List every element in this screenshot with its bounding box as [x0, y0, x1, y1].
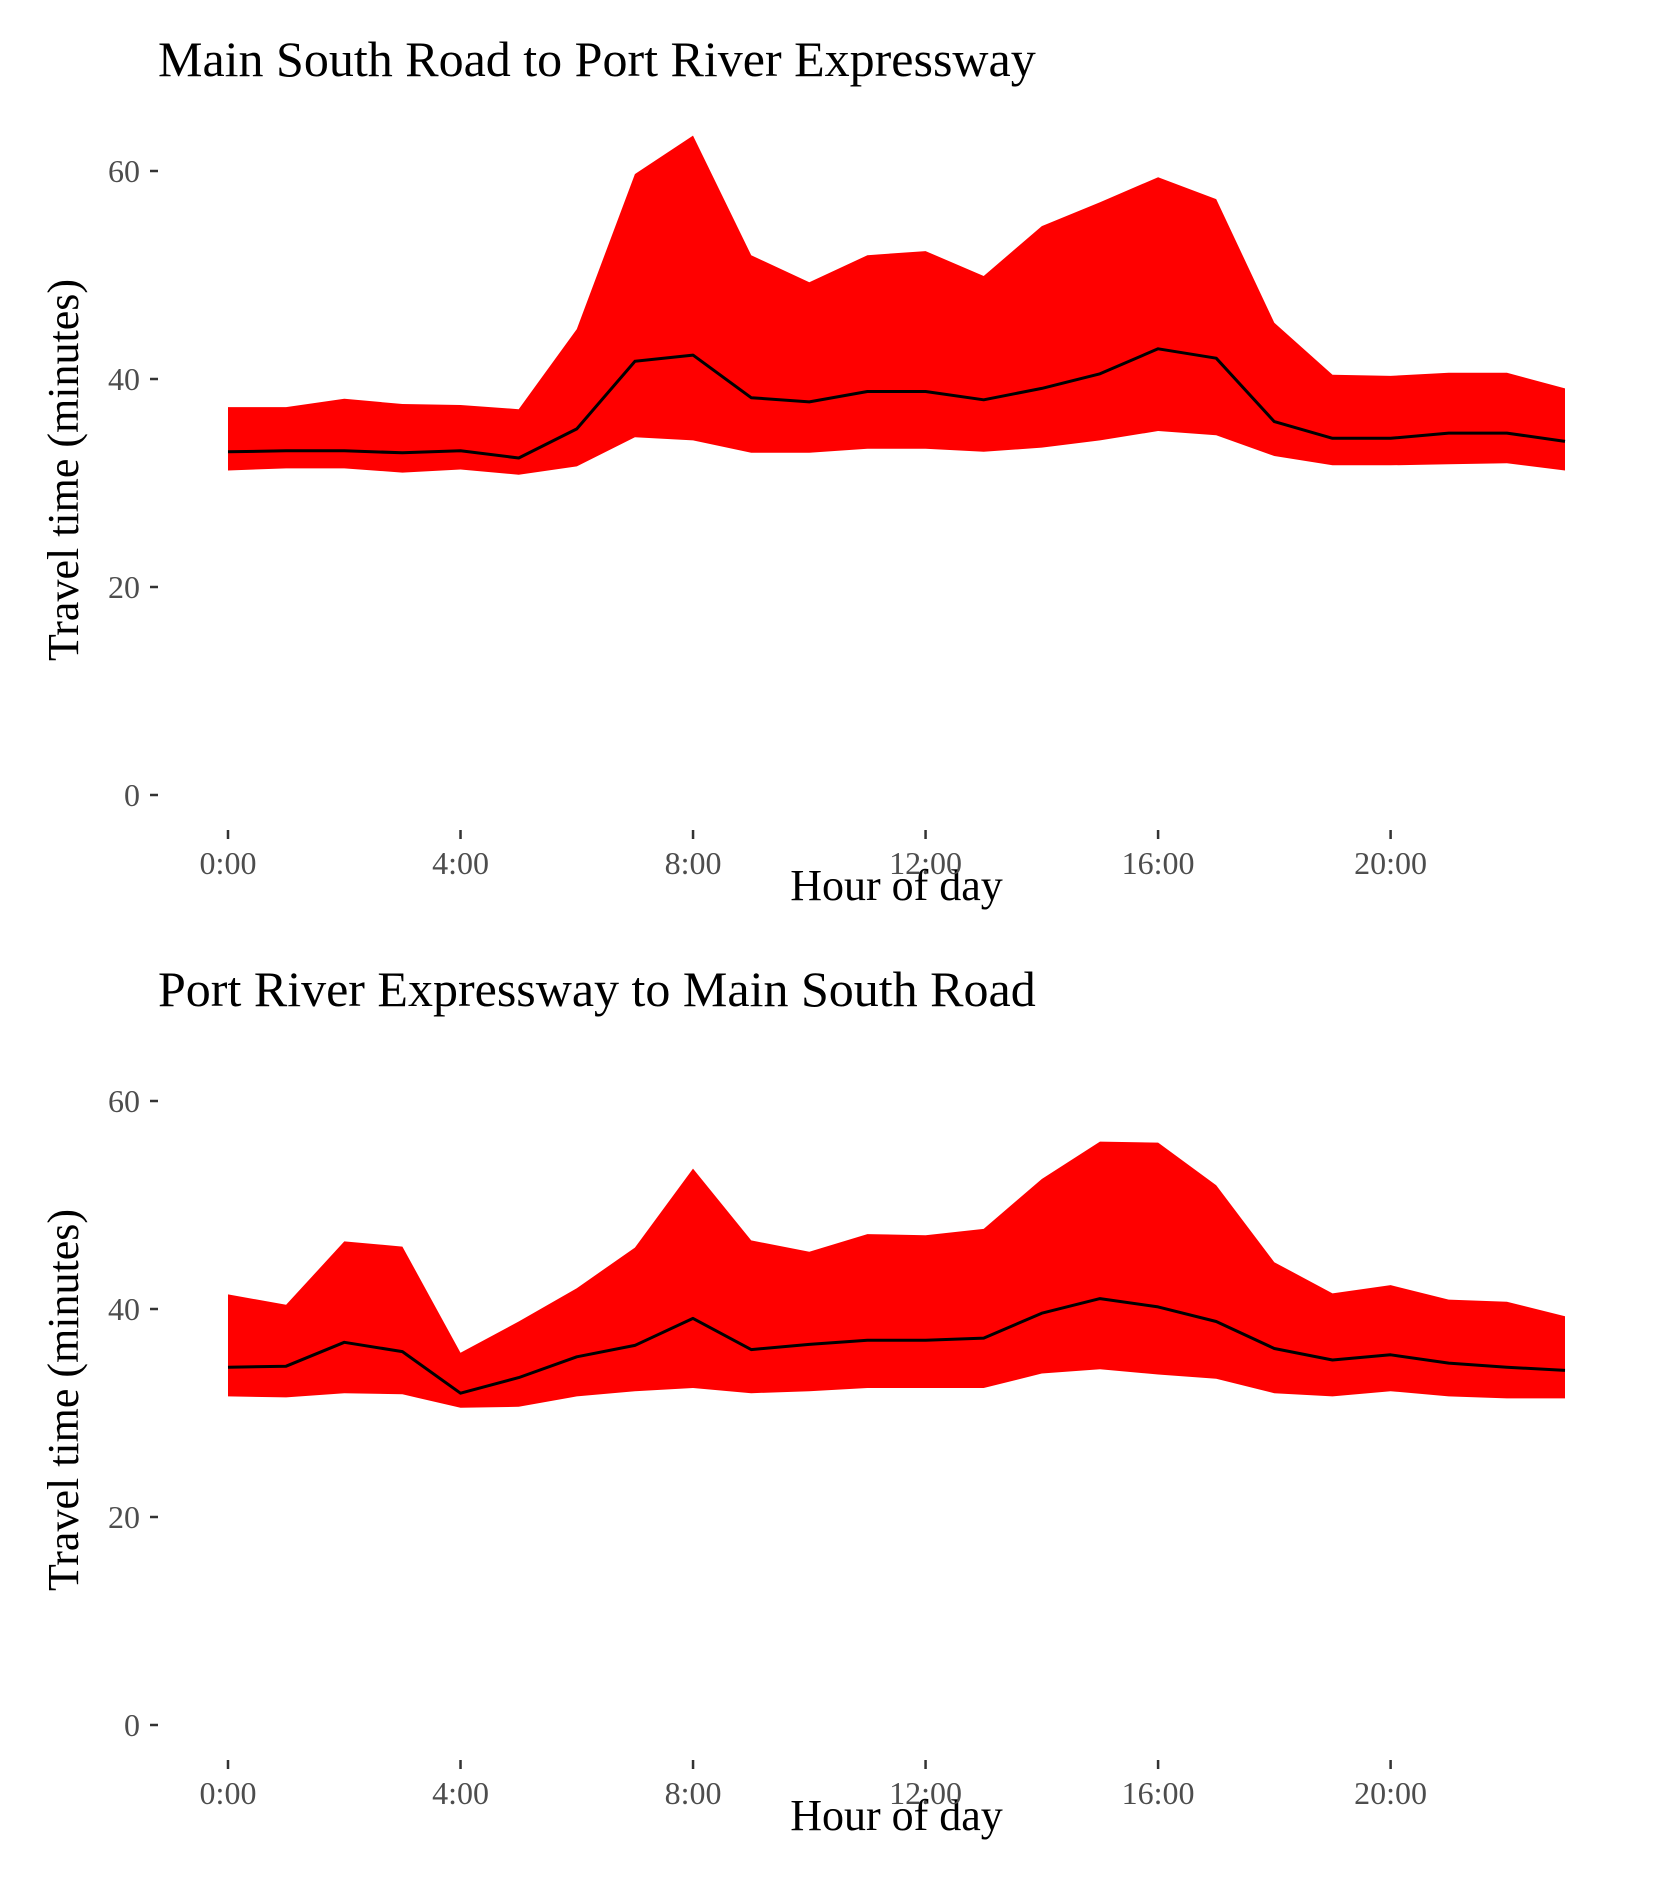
x-tick-label: 16:00 [1122, 1775, 1195, 1811]
x-tick-label: 12:00 [889, 1775, 962, 1811]
y-tick-label: 40 [108, 361, 140, 397]
y-tick-label: 20 [108, 1499, 140, 1535]
y-tick-label: 20 [108, 569, 140, 605]
x-tick-label: 8:00 [665, 1775, 722, 1811]
x-tick-label: 8:00 [665, 845, 722, 881]
x-tick-label: 4:00 [432, 1775, 489, 1811]
chart-panel-bottom: Port River Expressway to Main South Road… [0, 930, 1653, 1860]
y-tick-label: 40 [108, 1291, 140, 1327]
y-tick-label: 60 [108, 1083, 140, 1119]
x-tick-label: 16:00 [1122, 845, 1195, 881]
chart-plot: 0 20 40 60 0:00 4:00 8:00 12:00 16:00 20:00 [108, 1083, 1566, 1811]
x-axis-label: Hour of day [790, 861, 1003, 910]
x-tick-label: 0:00 [200, 845, 257, 881]
y-tick-label: 0 [124, 777, 140, 813]
y-tick-label: 60 [108, 153, 140, 189]
x-tick-label: 4:00 [432, 845, 489, 881]
range-band [228, 135, 1565, 475]
chart-title: Port River Expressway to Main South Road [158, 961, 1036, 1017]
chart-plot: 0 20 40 60 0:00 4:00 8:00 12:00 16:00 20:00 [108, 135, 1566, 881]
median-line [227, 1297, 1566, 1395]
x-tick-label: 20:00 [1354, 845, 1427, 881]
x-tick-label: 12:00 [889, 845, 962, 881]
median-line [227, 347, 1566, 460]
x-tick-label: 0:00 [200, 1775, 257, 1811]
x-tick-label: 20:00 [1354, 1775, 1427, 1811]
y-tick-label: 0 [124, 1707, 140, 1743]
x-axis-label: Hour of day [790, 1791, 1003, 1840]
chart-title: Main South Road to Port River Expressway [158, 31, 1036, 87]
chart-panel-top: Main South Road to Port River Expressway… [0, 0, 1653, 930]
range-band [228, 1141, 1565, 1408]
